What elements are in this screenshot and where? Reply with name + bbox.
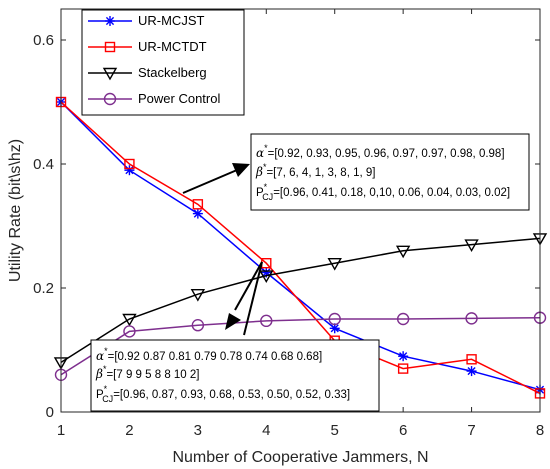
annotation-box-2: α*=[0.92 0.87 0.81 0.79 0.78 0.74 0.68 0… — [90, 339, 380, 412]
annotation-box-2-frame — [90, 339, 380, 412]
annotation-2-p-sub: CJ — [102, 394, 113, 404]
legend-item-ur-mctdt: UR-MCTDT — [88, 39, 207, 54]
annotation-2-alpha: α*=[0.92 0.87 0.81 0.79 0.78 0.74 0.68 0… — [96, 346, 322, 363]
legend-label-power-control: Power Control — [138, 91, 220, 106]
annotation-1-alpha-sup: * — [264, 143, 268, 153]
x-tick-label: 2 — [125, 422, 133, 439]
data-point-circle — [123, 325, 136, 338]
annotation-arrows — [182, 163, 263, 336]
annotation-2-alpha-values: =[0.92 0.87 0.81 0.79 0.78 0.74 0.68 0.6… — [108, 351, 323, 363]
arrow-2-shaft-b — [243, 261, 263, 336]
data-point-circle — [191, 319, 205, 332]
legend-box — [81, 9, 245, 116]
y-tick-label: 0.6 — [33, 32, 54, 49]
annotation-2-beta: β*=[7 9 9 5 8 8 10 2] — [95, 364, 200, 381]
y-tick-label: 0.4 — [33, 156, 54, 173]
data-point-triangle-down — [102, 67, 118, 81]
x-tick-label: 6 — [399, 422, 407, 439]
annotation-2-alpha-sup: * — [104, 346, 108, 356]
data-point-square — [124, 158, 135, 170]
x-tick-label: 1 — [57, 422, 65, 439]
annotation-2-beta-values: =[7 9 9 5 8 8 10 2] — [106, 369, 199, 381]
series-power-control — [54, 311, 547, 381]
annotation-1-alpha-symbol: α — [256, 146, 264, 160]
legend-label-ur-mcjst: UR-MCJST — [138, 13, 204, 28]
annotation-box-1: α*=[0.92, 0.93, 0.95, 0.96, 0.97, 0.97, … — [250, 133, 530, 211]
data-point-asterisk — [398, 351, 409, 362]
annotation-1-alpha: α*=[0.92, 0.93, 0.95, 0.96, 0.97, 0.97, … — [256, 143, 505, 160]
series-line — [60, 317, 541, 376]
data-point-circle — [103, 92, 117, 106]
data-point-circle — [465, 312, 478, 325]
annotation-1-p-sup: * — [264, 182, 268, 192]
x-tick-label: 5 — [331, 422, 339, 439]
annotation-1-alpha-values: =[0.92, 0.93, 0.95, 0.96, 0.97, 0.97, 0.… — [268, 148, 505, 160]
data-point-square — [466, 354, 477, 365]
series-line — [60, 237, 541, 364]
annotation-1-p-symbol: P — [256, 187, 264, 199]
annotation-2-beta-symbol: β — [95, 367, 103, 381]
plot-frame — [60, 8, 541, 413]
annotation-1-beta: β*=[7, 6, 4, 1, 3, 8, 1, 9] — [255, 162, 375, 179]
x-axis-label: Number of Cooperative Jammers, N — [172, 449, 428, 466]
data-point-asterisk — [192, 208, 203, 219]
data-point-square — [104, 41, 116, 53]
data-point-triangle-down — [327, 258, 342, 271]
data-point-triangle-down — [395, 245, 411, 259]
data-point-square — [397, 363, 409, 374]
series-line — [60, 101, 541, 395]
annotation-1-p-sub: CJ — [262, 192, 273, 202]
annotation-2-beta-sup: * — [103, 364, 107, 374]
x-tick-label: 3 — [194, 422, 202, 439]
arrow-1-shaft — [182, 169, 238, 194]
arrow-2-head — [225, 313, 241, 330]
legend-item-power-control: Power Control — [88, 91, 220, 106]
data-point-circle — [396, 312, 410, 326]
annotation-2-power: P* CJ=[0.96, 0.87, 0.93, 0.68, 0.53, 0.50… — [96, 384, 350, 404]
data-point-circle — [260, 314, 273, 328]
arrow-1-head — [232, 163, 250, 177]
annotation-2-p-values: =[0.96, 0.87, 0.93, 0.68, 0.53, 0.50, 0.… — [113, 389, 350, 401]
x-tick-label: 8 — [536, 422, 544, 439]
data-point-square — [192, 199, 204, 210]
data-point-triangle-down — [122, 313, 137, 327]
legend: UR-MCJST UR-MCTDT Stackelberg Power Cont… — [81, 9, 245, 116]
annotation-1-p-values: =[0.96, 0.41, 0.18, 0,10, 0.06, 0.04, 0.… — [273, 187, 510, 199]
data-point-triangle-down — [464, 239, 479, 253]
legend-item-stackelberg: Stackelberg — [88, 65, 207, 81]
x-tick-label: 7 — [467, 422, 475, 439]
annotation-2-alpha-symbol: α — [96, 349, 104, 363]
data-point-triangle-down — [190, 289, 206, 302]
x-tick-label: 4 — [262, 422, 270, 439]
y-axis-label: Utility Rate (bit\s\hz) — [7, 139, 24, 282]
data-point-circle — [328, 312, 341, 326]
annotation-1-beta-values: =[7, 6, 4, 1, 3, 8, 1, 9] — [266, 167, 375, 179]
annotation-2-p-sup: * — [104, 384, 108, 394]
annotation-1-beta-symbol: β — [255, 165, 263, 179]
legend-item-ur-mcjst: UR-MCJST — [88, 13, 204, 28]
arrow-2-shaft — [234, 261, 263, 311]
annotation-1-beta-sup: * — [263, 162, 267, 172]
annotation-2-p-symbol: P — [96, 389, 104, 401]
series-stackelberg — [53, 233, 548, 370]
data-point-asterisk — [105, 16, 115, 26]
data-point-asterisk — [466, 366, 477, 377]
series-line — [60, 101, 541, 391]
annotation-box-1-frame — [250, 133, 530, 211]
data-point-triangle-down — [259, 270, 274, 284]
annotation-1-power: P* CJ=[0.96, 0.41, 0.18, 0,10, 0.06, 0.04… — [256, 182, 510, 202]
y-tick-label: 0 — [46, 404, 54, 421]
y-tick-label: 0.2 — [33, 280, 54, 297]
legend-label-stackelberg: Stackelberg — [138, 65, 207, 80]
data-point-asterisk — [329, 323, 340, 334]
legend-label-ur-mctdt: UR-MCTDT — [138, 39, 207, 54]
